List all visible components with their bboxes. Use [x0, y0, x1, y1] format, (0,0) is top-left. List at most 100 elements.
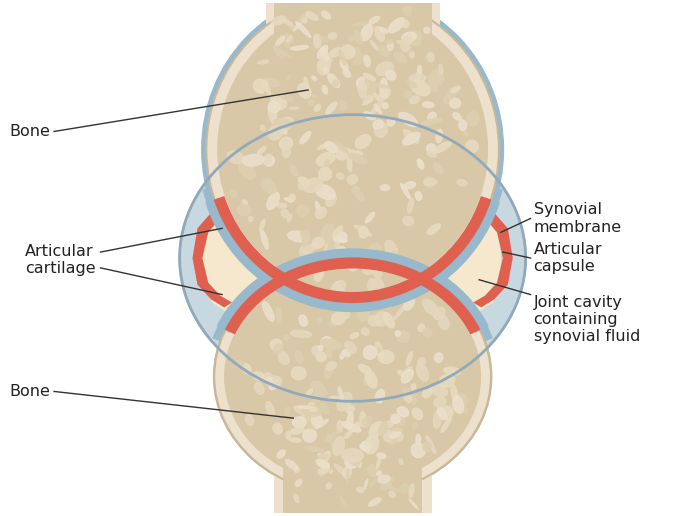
Ellipse shape	[356, 191, 364, 201]
Ellipse shape	[323, 67, 329, 74]
Ellipse shape	[305, 11, 318, 21]
Ellipse shape	[404, 297, 414, 310]
Ellipse shape	[439, 406, 453, 420]
Ellipse shape	[451, 384, 458, 402]
Ellipse shape	[459, 120, 467, 131]
Ellipse shape	[399, 483, 409, 493]
Ellipse shape	[389, 491, 396, 498]
Ellipse shape	[349, 260, 358, 271]
Ellipse shape	[356, 487, 364, 493]
Ellipse shape	[298, 287, 304, 295]
Ellipse shape	[467, 112, 479, 126]
Ellipse shape	[403, 91, 412, 99]
Ellipse shape	[423, 299, 439, 316]
Ellipse shape	[410, 74, 426, 82]
Ellipse shape	[374, 93, 379, 101]
Ellipse shape	[343, 350, 350, 357]
Ellipse shape	[332, 312, 344, 325]
Ellipse shape	[377, 398, 382, 404]
Ellipse shape	[255, 382, 264, 394]
Ellipse shape	[284, 407, 290, 416]
Ellipse shape	[276, 120, 287, 134]
Ellipse shape	[409, 51, 414, 59]
Ellipse shape	[418, 160, 424, 169]
Ellipse shape	[335, 464, 350, 478]
Ellipse shape	[338, 302, 352, 308]
Ellipse shape	[379, 88, 390, 100]
Ellipse shape	[309, 100, 314, 106]
Ellipse shape	[345, 457, 358, 468]
Ellipse shape	[317, 469, 323, 475]
Ellipse shape	[439, 374, 455, 388]
Ellipse shape	[298, 287, 304, 295]
Ellipse shape	[459, 120, 467, 131]
Ellipse shape	[276, 49, 292, 58]
Ellipse shape	[326, 430, 340, 442]
Ellipse shape	[246, 415, 253, 425]
Ellipse shape	[217, 7, 488, 292]
Ellipse shape	[378, 421, 388, 437]
Ellipse shape	[394, 53, 406, 62]
Ellipse shape	[458, 124, 468, 136]
Ellipse shape	[399, 483, 409, 493]
Ellipse shape	[426, 144, 436, 153]
Ellipse shape	[318, 421, 323, 425]
Ellipse shape	[428, 112, 436, 121]
Ellipse shape	[337, 173, 344, 179]
Ellipse shape	[328, 74, 340, 87]
Ellipse shape	[273, 423, 282, 434]
Ellipse shape	[321, 337, 332, 347]
Ellipse shape	[412, 40, 422, 47]
Ellipse shape	[309, 100, 314, 106]
Ellipse shape	[314, 418, 329, 429]
Ellipse shape	[397, 407, 409, 417]
Ellipse shape	[321, 56, 332, 63]
Ellipse shape	[312, 414, 322, 427]
Ellipse shape	[305, 11, 318, 21]
Ellipse shape	[346, 406, 354, 413]
Ellipse shape	[342, 69, 351, 78]
Ellipse shape	[385, 240, 398, 258]
Ellipse shape	[403, 391, 412, 403]
Ellipse shape	[358, 80, 366, 98]
Ellipse shape	[237, 204, 251, 216]
Ellipse shape	[450, 99, 461, 108]
Ellipse shape	[323, 188, 329, 193]
Ellipse shape	[381, 430, 402, 435]
Ellipse shape	[293, 493, 300, 503]
Ellipse shape	[330, 293, 350, 305]
Ellipse shape	[365, 436, 379, 454]
Ellipse shape	[284, 198, 293, 202]
Ellipse shape	[378, 421, 388, 437]
Ellipse shape	[380, 78, 388, 98]
Ellipse shape	[377, 453, 386, 458]
Ellipse shape	[314, 266, 323, 281]
Ellipse shape	[337, 392, 352, 411]
Ellipse shape	[299, 315, 307, 326]
Ellipse shape	[408, 483, 414, 498]
Polygon shape	[265, 3, 440, 110]
Ellipse shape	[384, 421, 393, 428]
Ellipse shape	[348, 35, 355, 42]
Ellipse shape	[361, 416, 373, 428]
Text: Synovial
membrane: Synovial membrane	[533, 202, 622, 235]
Ellipse shape	[360, 24, 372, 41]
Ellipse shape	[416, 434, 421, 444]
Ellipse shape	[311, 75, 318, 82]
Ellipse shape	[302, 406, 321, 417]
Ellipse shape	[328, 396, 340, 400]
Ellipse shape	[318, 143, 329, 150]
Ellipse shape	[433, 411, 441, 428]
Ellipse shape	[264, 156, 274, 166]
Ellipse shape	[248, 216, 253, 222]
Ellipse shape	[230, 190, 237, 198]
Ellipse shape	[265, 373, 273, 382]
Ellipse shape	[374, 84, 390, 89]
Ellipse shape	[426, 436, 435, 453]
Ellipse shape	[345, 342, 356, 353]
Ellipse shape	[365, 212, 375, 223]
Ellipse shape	[403, 217, 414, 225]
Ellipse shape	[316, 352, 326, 362]
Ellipse shape	[389, 491, 396, 498]
Ellipse shape	[258, 147, 266, 154]
